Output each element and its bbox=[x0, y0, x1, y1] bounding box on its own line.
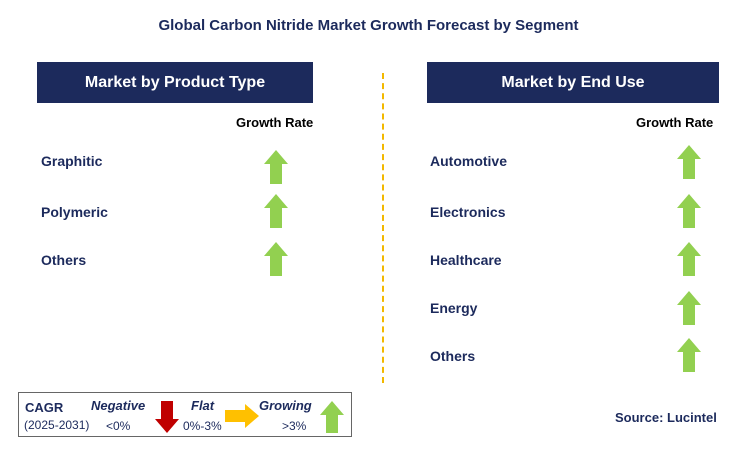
legend-growing-range: >3% bbox=[282, 419, 307, 433]
chart-title: Global Carbon Nitride Market Growth Fore… bbox=[158, 17, 579, 34]
growth-up-arrow-icon bbox=[677, 291, 701, 325]
dashed-divider bbox=[382, 73, 384, 383]
end-use-growth-rate-label: Growth Rate bbox=[636, 115, 714, 130]
right-item-label: Healthcare bbox=[430, 252, 502, 268]
left-item-label: Polymeric bbox=[41, 204, 108, 220]
growth-up-arrow-icon bbox=[677, 242, 701, 276]
right-item-label: Energy bbox=[430, 300, 478, 316]
growth-up-arrow-icon bbox=[264, 242, 288, 276]
right-item-label: Electronics bbox=[430, 204, 506, 220]
right-item-label: Automotive bbox=[430, 153, 507, 169]
growth-up-arrow-icon bbox=[677, 194, 701, 228]
up-arrow-icon bbox=[320, 401, 344, 433]
right-arrow-icon bbox=[225, 404, 259, 428]
product-growth-rate-label: Growth Rate bbox=[236, 115, 314, 130]
legend-period: (2025-2031) bbox=[24, 418, 90, 432]
legend-cagr: CAGR bbox=[25, 400, 64, 415]
growth-up-arrow-icon bbox=[677, 145, 701, 179]
growth-up-arrow-icon bbox=[264, 150, 288, 184]
left-item-label: Others bbox=[41, 252, 87, 268]
right-item-label: Others bbox=[430, 348, 476, 364]
growth-up-arrow-icon bbox=[264, 194, 288, 228]
product-type-header: Market by Product Type bbox=[37, 62, 313, 103]
legend-flat-range: 0%-3% bbox=[183, 419, 222, 433]
legend: CAGR (2025-2031) Negative <0% Flat 0%-3%… bbox=[18, 392, 352, 437]
legend-negative: Negative bbox=[91, 398, 146, 413]
growth-up-arrow-icon bbox=[677, 338, 701, 372]
down-arrow-icon bbox=[155, 401, 179, 433]
left-item-label: Graphitic bbox=[41, 153, 103, 169]
legend-negative-range: <0% bbox=[106, 419, 131, 433]
end-use-header: Market by End Use bbox=[427, 62, 719, 103]
source-note: Source: Lucintel bbox=[615, 410, 717, 425]
legend-growing: Growing bbox=[259, 398, 312, 413]
legend-flat: Flat bbox=[191, 398, 215, 413]
